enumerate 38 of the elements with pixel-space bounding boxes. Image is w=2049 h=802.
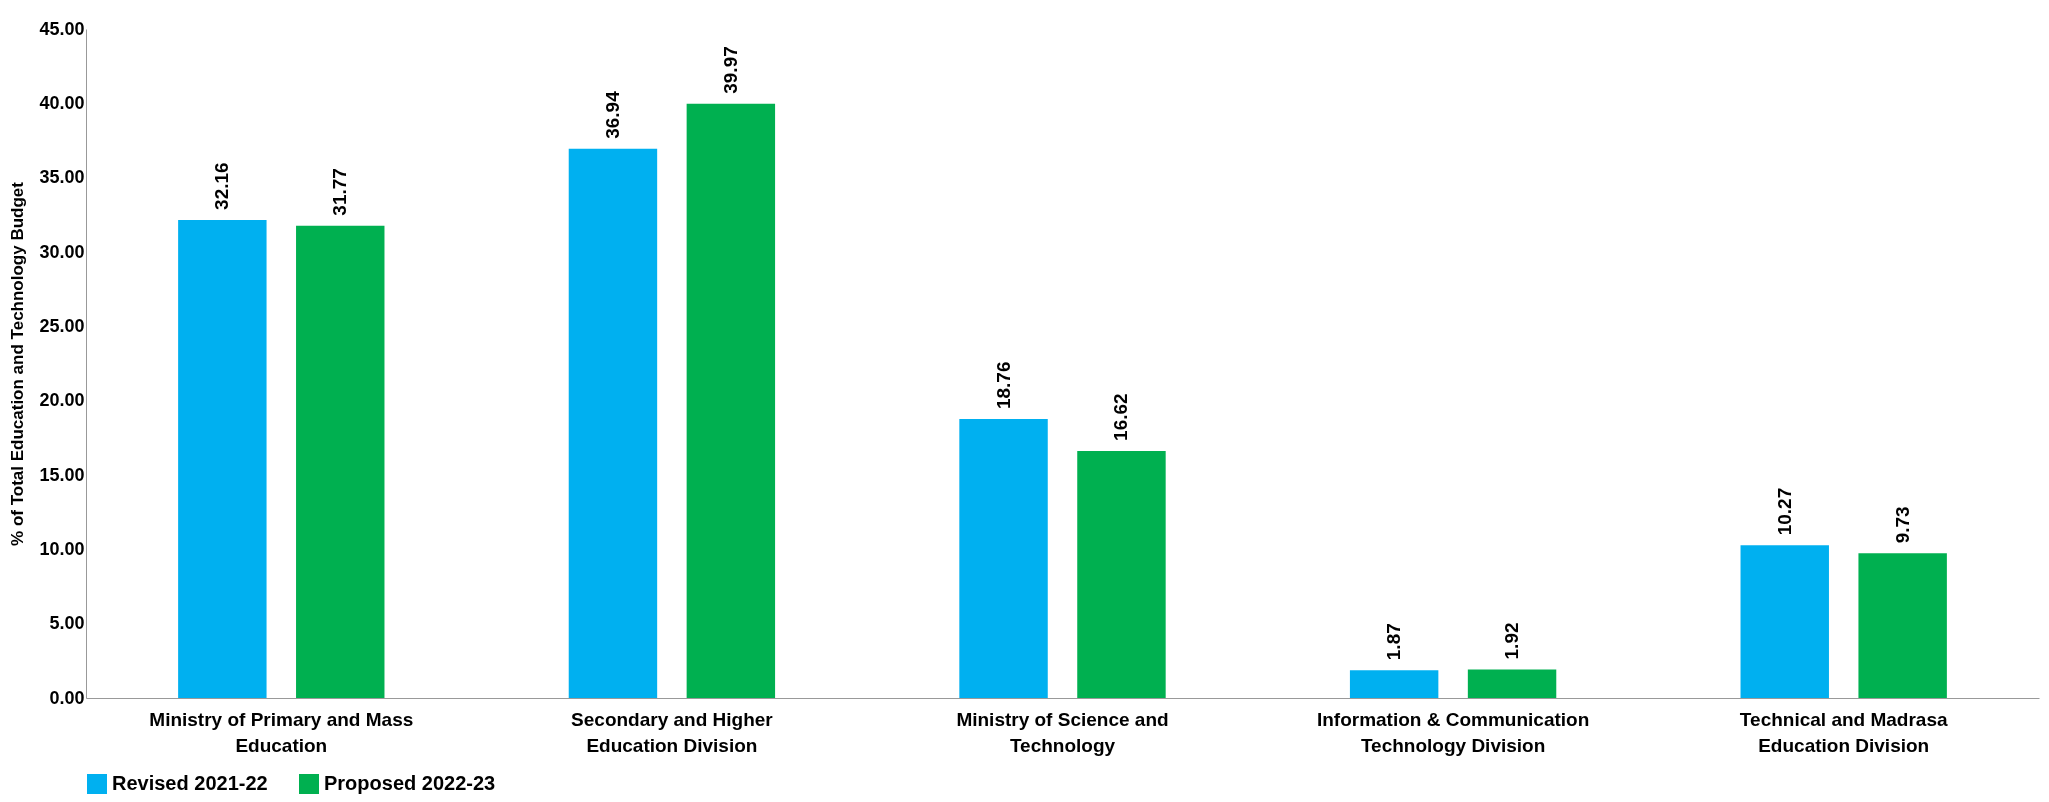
- bar: [1858, 553, 1947, 698]
- data-label: 31.77: [329, 168, 351, 216]
- y-tick-label: 35.00: [39, 167, 85, 188]
- y-tick-label: 45.00: [39, 18, 85, 39]
- y-tick-label: 40.00: [39, 92, 85, 113]
- bar: [178, 219, 267, 698]
- data-label: 36.94: [601, 90, 623, 139]
- y-tick-label: 25.00: [39, 315, 85, 336]
- y-tick-label: 20.00: [39, 390, 85, 411]
- bar: [1740, 545, 1829, 698]
- y-axis-title: % of Total Education and Technology Budget: [8, 181, 28, 546]
- data-label: 9.73: [1891, 506, 1913, 544]
- x-tick-label: Information & Communication Technology Division: [1316, 708, 1590, 756]
- data-label: 39.97: [719, 46, 741, 94]
- data-label: 18.76: [992, 361, 1014, 410]
- bar: [959, 419, 1048, 698]
- bar: [1077, 450, 1166, 698]
- y-tick-label: 0.00: [49, 687, 85, 708]
- y-tick-label: 15.00: [39, 464, 85, 485]
- y-tick-label: 10.00: [39, 538, 85, 559]
- bar: [568, 148, 658, 698]
- data-label: 16.62: [1110, 393, 1132, 441]
- x-tick-label: Technical and Madrasa Education Division: [1739, 708, 1948, 756]
- bar: [686, 103, 776, 698]
- data-label: 1.92: [1501, 622, 1523, 660]
- bar: [296, 225, 385, 698]
- data-label: 10.27: [1773, 487, 1795, 536]
- x-tick-label: Secondary and Higher Education Division: [571, 708, 774, 756]
- legend-label: Proposed 2022-23: [324, 772, 496, 794]
- y-tick-label: 5.00: [49, 613, 85, 634]
- data-label: 1.87: [1383, 623, 1405, 661]
- bar: [1349, 670, 1439, 698]
- y-tick-label: 30.00: [39, 241, 85, 262]
- legend-label: Revised 2021-22: [112, 772, 268, 794]
- bar: [1467, 669, 1557, 698]
- x-tick-label: Ministry of Science and Technology: [956, 708, 1169, 756]
- data-label: 32.16: [211, 162, 233, 210]
- x-tick-label: Ministry of Primary and Mass Education: [149, 708, 414, 756]
